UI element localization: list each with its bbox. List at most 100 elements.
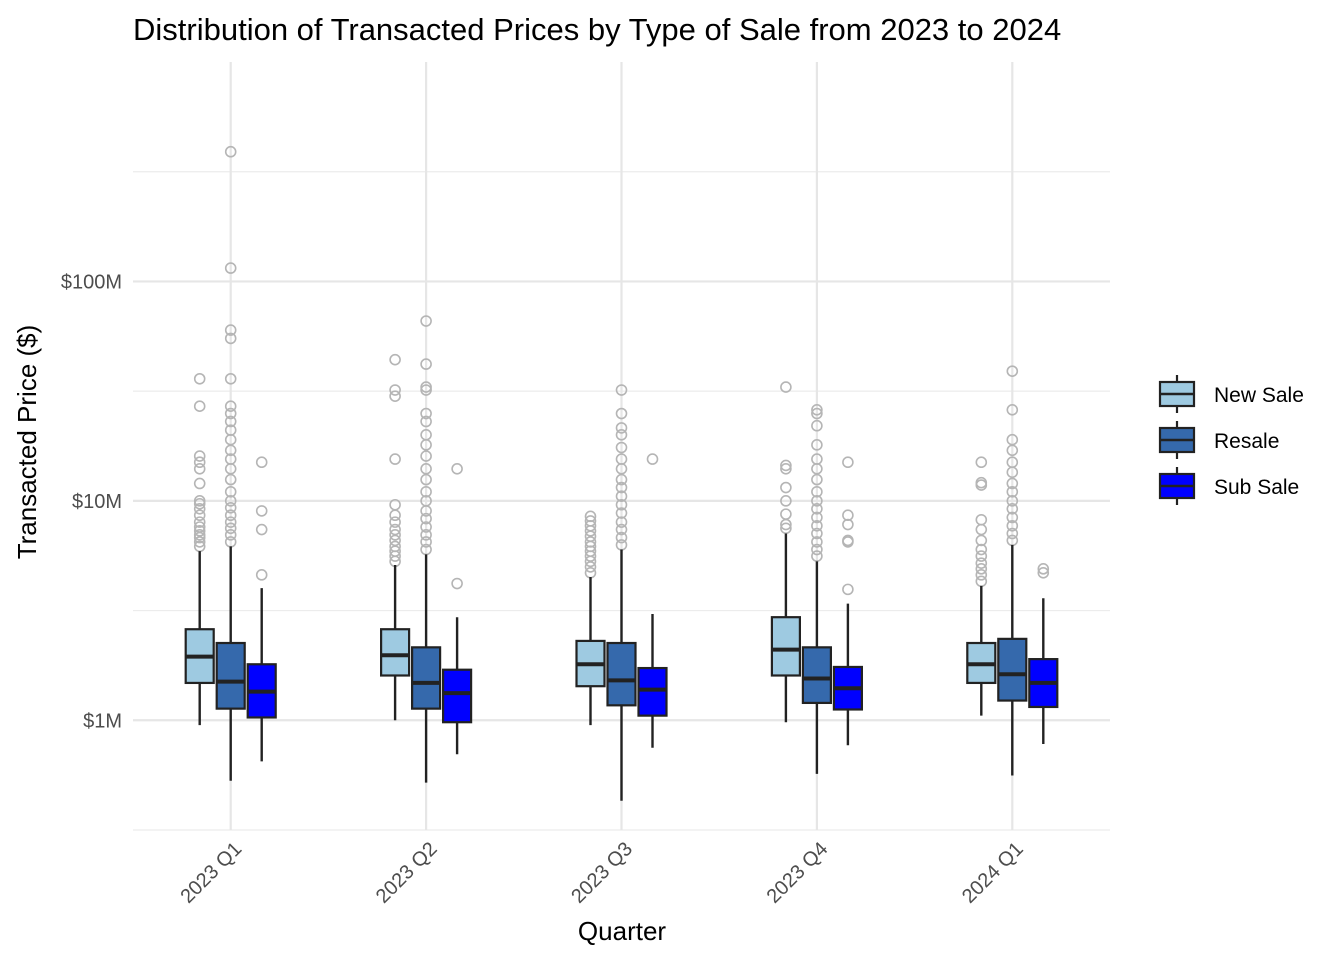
box bbox=[606, 641, 637, 707]
outlier-point bbox=[780, 481, 792, 494]
outlier-point bbox=[811, 453, 823, 465]
outlier-point bbox=[255, 505, 268, 517]
box bbox=[411, 646, 442, 710]
outlier-point bbox=[811, 511, 823, 524]
outlier-point bbox=[255, 456, 268, 469]
legend: New Sale Resale Sub Sale bbox=[1158, 375, 1304, 505]
outlier-point bbox=[420, 495, 432, 507]
outlier-point bbox=[193, 503, 206, 515]
outlier-point bbox=[224, 516, 237, 528]
legend-label: Sub Sale bbox=[1214, 476, 1299, 499]
y-tick-label: $100M bbox=[61, 271, 122, 293]
outlier-point bbox=[975, 557, 988, 569]
outlier-point bbox=[389, 498, 401, 511]
outlier-point bbox=[615, 523, 628, 536]
outlier-point bbox=[193, 400, 206, 413]
outlier-point bbox=[224, 372, 237, 385]
outlier-point bbox=[811, 495, 823, 507]
outlier-point bbox=[615, 422, 628, 434]
outlier-point bbox=[420, 315, 432, 327]
outlier-point bbox=[389, 390, 401, 402]
outlier-point bbox=[420, 415, 432, 428]
outlier-point bbox=[1006, 404, 1019, 416]
box bbox=[801, 646, 833, 705]
outlier-point bbox=[615, 481, 628, 494]
outlier-point bbox=[615, 498, 628, 511]
outlier-point bbox=[193, 477, 206, 490]
outlier-point bbox=[780, 495, 792, 507]
outlier-point bbox=[420, 529, 432, 541]
outlier-point bbox=[224, 485, 237, 498]
outlier-point bbox=[224, 501, 237, 514]
outlier-point bbox=[255, 569, 268, 581]
outlier-point bbox=[420, 521, 432, 533]
outlier-point bbox=[646, 453, 659, 465]
outlier-point bbox=[389, 384, 401, 396]
outlier-point bbox=[224, 400, 237, 413]
outlier-point bbox=[615, 407, 628, 420]
outlier-point bbox=[975, 476, 988, 489]
outlier-point bbox=[193, 450, 206, 462]
outlier-point bbox=[389, 534, 401, 547]
outlier-point bbox=[1006, 477, 1019, 490]
outlier-point bbox=[193, 521, 206, 533]
outlier-point bbox=[1037, 563, 1050, 575]
y-axis-title: Transacted Price ($) bbox=[12, 325, 42, 560]
outlier-point bbox=[1006, 527, 1019, 540]
outlier-point bbox=[224, 324, 237, 336]
outlier-point bbox=[975, 523, 988, 536]
outlier-point bbox=[420, 512, 432, 525]
outlier-point bbox=[811, 419, 823, 432]
outlier-point bbox=[193, 462, 206, 475]
legend-item: Resale bbox=[1158, 421, 1279, 459]
y-tick-label: $10M bbox=[72, 491, 122, 513]
outlier-point bbox=[255, 523, 268, 536]
x-tick-label: 2023 Q1 bbox=[176, 838, 246, 908]
outlier-point bbox=[193, 536, 206, 548]
outlier-point bbox=[811, 503, 823, 515]
outlier-point bbox=[224, 522, 237, 535]
chart-title: Distribution of Transacted Prices by Typ… bbox=[133, 12, 1061, 47]
outlier-point bbox=[224, 495, 237, 507]
outlier-point bbox=[389, 353, 401, 366]
outlier-point bbox=[842, 534, 854, 547]
box bbox=[380, 628, 411, 677]
outlier-point bbox=[615, 507, 628, 519]
outlier-point bbox=[975, 543, 988, 556]
outlier-point bbox=[811, 519, 823, 532]
outlier-point bbox=[224, 424, 237, 436]
outlier-point bbox=[842, 509, 854, 522]
x-axis-title: Quarter bbox=[578, 916, 666, 946]
outlier-point bbox=[420, 462, 432, 475]
outlier-point bbox=[811, 407, 823, 420]
outlier-point bbox=[811, 404, 823, 416]
outlier-point bbox=[420, 450, 432, 462]
outlier-point bbox=[224, 453, 237, 465]
box bbox=[770, 616, 802, 677]
tick-layer: $1M $10M $100M 2023 Q1 2023 Q2 2023 Q3 2023 Q4… bbox=[61, 271, 1028, 907]
box bbox=[442, 668, 473, 724]
x-tick-label: 2024 Q1 bbox=[958, 838, 1028, 908]
outlier-point bbox=[780, 462, 792, 475]
x-tick-label: 2023 Q3 bbox=[567, 838, 637, 908]
outlier-point bbox=[811, 439, 823, 451]
legend-label: New Sale bbox=[1214, 384, 1304, 407]
outlier-point bbox=[615, 429, 628, 441]
outlier-point bbox=[842, 456, 854, 469]
mark-layer bbox=[184, 145, 1059, 801]
outlier-point bbox=[975, 513, 988, 526]
outlier-point bbox=[1006, 456, 1019, 469]
outlier-point bbox=[1006, 485, 1019, 498]
outlier-point bbox=[975, 534, 988, 547]
outlier-point bbox=[193, 509, 206, 522]
outlier-point bbox=[1006, 519, 1019, 532]
outlier-point bbox=[389, 529, 401, 541]
outlier-point bbox=[780, 459, 792, 472]
outlier-point bbox=[1006, 433, 1019, 446]
outlier-point bbox=[389, 453, 401, 465]
outlier-point bbox=[224, 145, 237, 158]
outlier-point bbox=[193, 456, 206, 469]
outlier-point bbox=[1037, 567, 1050, 579]
